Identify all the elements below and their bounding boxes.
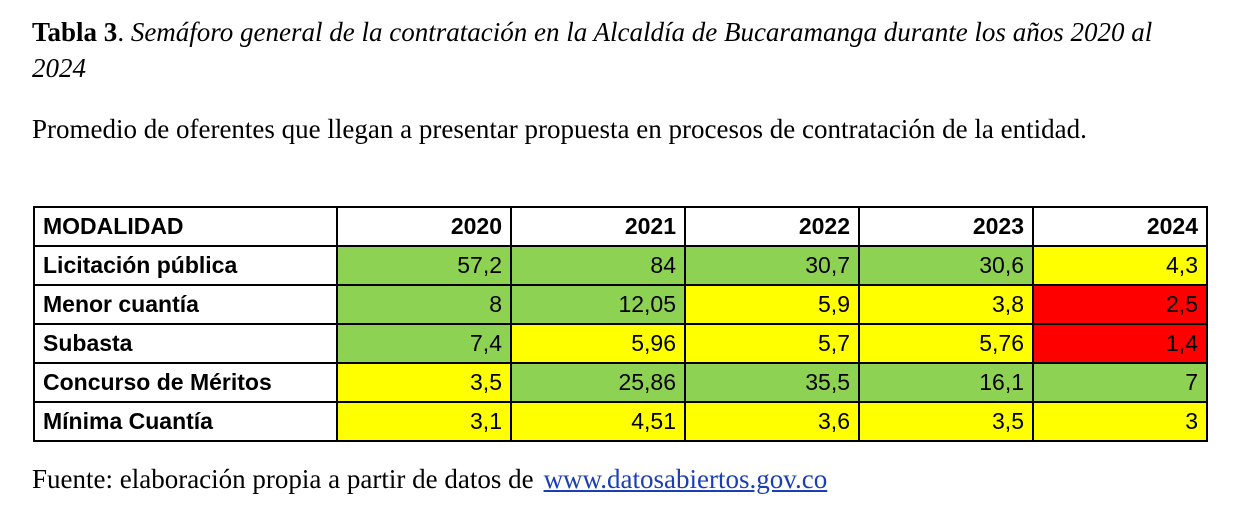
- source-text: Fuente: elaboración propia a partir de d…: [32, 464, 534, 494]
- modalidad-cell: Menor cuantía: [33, 284, 338, 325]
- caption-separator: .: [117, 17, 131, 47]
- header-year-2024: 2024: [1032, 206, 1208, 247]
- value-cell: 3: [1032, 401, 1208, 442]
- modalidad-cell: Subasta: [33, 323, 338, 364]
- value-cell: 4,3: [1032, 245, 1208, 286]
- caption-title: Semáforo general de la contratación en l…: [32, 17, 1153, 83]
- table-body: Licitación pública 57,2 84 30,7 30,6 4,3 Menor…: [33, 245, 1208, 442]
- table-header-row: MODALIDAD 2020 2021 2022 2023 2024: [33, 206, 1208, 247]
- value-cell: 30,6: [858, 245, 1034, 286]
- header-modalidad: MODALIDAD: [33, 206, 338, 247]
- source-note: Fuente: elaboración propia a partir de d…: [32, 461, 827, 497]
- value-cell: 3,1: [336, 401, 512, 442]
- source-link[interactable]: www.datosabiertos.gov.co: [543, 464, 828, 494]
- value-cell: 30,7: [684, 245, 860, 286]
- value-cell: 5,9: [684, 284, 860, 325]
- header-year-2022: 2022: [684, 206, 860, 247]
- table-subtitle: Promedio de oferentes que llegan a prese…: [32, 114, 1087, 144]
- value-cell: 5,7: [684, 323, 860, 364]
- table-row: Menor cuantía 8 12,05 5,9 3,8 2,5: [33, 284, 1208, 325]
- value-cell: 16,1: [858, 362, 1034, 403]
- value-cell: 3,5: [858, 401, 1034, 442]
- value-cell: 57,2: [336, 245, 512, 286]
- value-cell: 2,5: [1032, 284, 1208, 325]
- header-year-2020: 2020: [336, 206, 512, 247]
- table-row: Mínima Cuantía 3,1 4,51 3,6 3,5 3: [33, 401, 1208, 442]
- value-cell: 25,86: [510, 362, 686, 403]
- table-caption: Tabla 3. Semáforo general de la contrata…: [32, 14, 1212, 86]
- value-cell: 7: [1032, 362, 1208, 403]
- table-row: Licitación pública 57,2 84 30,7 30,6 4,3: [33, 245, 1208, 286]
- value-cell: 35,5: [684, 362, 860, 403]
- value-cell: 1,4: [1032, 323, 1208, 364]
- semaforo-table: MODALIDAD 2020 2021 2022 2023 2024 Licit…: [33, 206, 1208, 442]
- value-cell: 7,4: [336, 323, 512, 364]
- value-cell: 5,76: [858, 323, 1034, 364]
- modalidad-cell: Licitación pública: [33, 245, 338, 286]
- value-cell: 84: [510, 245, 686, 286]
- value-cell: 3,8: [858, 284, 1034, 325]
- header-year-2023: 2023: [858, 206, 1034, 247]
- modalidad-cell: Mínima Cuantía: [33, 401, 338, 442]
- table-row: Concurso de Méritos 3,5 25,86 35,5 16,1 7: [33, 362, 1208, 403]
- modalidad-cell: Concurso de Méritos: [33, 362, 338, 403]
- value-cell: 8: [336, 284, 512, 325]
- header-year-2021: 2021: [510, 206, 686, 247]
- value-cell: 5,96: [510, 323, 686, 364]
- value-cell: 12,05: [510, 284, 686, 325]
- table-row: Subasta 7,4 5,96 5,7 5,76 1,4: [33, 323, 1208, 364]
- caption-label: Tabla 3: [32, 17, 118, 47]
- value-cell: 3,6: [684, 401, 860, 442]
- value-cell: 4,51: [510, 401, 686, 442]
- value-cell: 3,5: [336, 362, 512, 403]
